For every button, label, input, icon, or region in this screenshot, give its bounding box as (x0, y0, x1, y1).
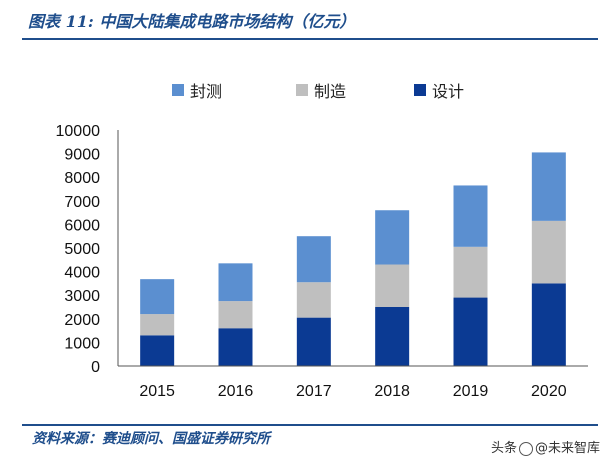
bar-segment (375, 307, 410, 366)
x-tick-label: 2020 (531, 383, 567, 400)
legend-swatch (414, 84, 426, 96)
bar-segment (375, 210, 410, 265)
watermark-handle: @未来智库 (535, 441, 601, 456)
bar-segment (296, 317, 331, 366)
bar-segment (531, 220, 566, 284)
bar-segment (296, 282, 331, 318)
y-tick-label: 3000 (64, 288, 100, 305)
legend-label: 设计 (432, 82, 464, 101)
legend-label: 封测 (190, 82, 222, 101)
x-tick-label: 2016 (218, 383, 254, 400)
source-note: 资料来源：赛迪顾问、国盛证券研究所 (32, 431, 270, 447)
bar-segment (453, 246, 488, 298)
footer-divider (22, 424, 598, 426)
legend-label: 制造 (314, 82, 346, 101)
x-tick-label: 2018 (374, 383, 410, 400)
chart-legend: 封测 制造 设计 (172, 82, 464, 101)
y-tick-label: 7000 (64, 194, 100, 211)
title-divider (22, 38, 598, 40)
y-tick-label: 0 (91, 359, 100, 376)
bar-segment (140, 335, 175, 366)
y-tick-label: 4000 (64, 265, 100, 282)
x-tick-label: 2019 (453, 383, 489, 400)
y-tick-label: 10000 (56, 123, 101, 140)
legend-swatch (296, 84, 308, 96)
watermark-logo-icon (519, 441, 534, 456)
watermark: 头条 @未来智库 (488, 436, 604, 457)
x-tick-label: 2015 (139, 383, 175, 400)
x-tick-label: 2017 (296, 383, 332, 400)
y-axis: 0 1000 2000 3000 4000 5000 6000 7000 8000 9000 100… (56, 123, 119, 376)
bar-segment (218, 263, 253, 302)
y-tick-label: 9000 (64, 147, 100, 164)
bar-segment (531, 283, 566, 366)
y-tick-label: 6000 (64, 217, 100, 234)
bar-group (140, 152, 566, 366)
stacked-bar-chart: 封测 制造 设计 0 1000 2000 3000 4000 5000 6000 7000 8000… (56, 82, 588, 400)
y-tick-label: 2000 (64, 312, 100, 329)
bar-segment (453, 185, 488, 247)
bar-segment (375, 264, 410, 307)
watermark-prefix: 头条 (491, 441, 518, 456)
x-axis: 2015 2016 2017 2018 2019 2020 (118, 365, 588, 400)
bar-segment (453, 297, 488, 366)
bar-segment (218, 328, 253, 366)
legend-swatch (172, 84, 184, 96)
y-tick-label: 5000 (64, 241, 100, 258)
bar-segment (218, 301, 253, 329)
bar-segment (531, 152, 566, 221)
y-tick-label: 8000 (64, 170, 100, 187)
figure-title: 图表 11: 中国大陆集成电路市场结构（亿元） (28, 12, 356, 31)
bar-segment (140, 314, 175, 336)
y-tick-label: 1000 (64, 335, 100, 352)
bar-segment (296, 236, 331, 283)
bar-segment (140, 279, 175, 315)
